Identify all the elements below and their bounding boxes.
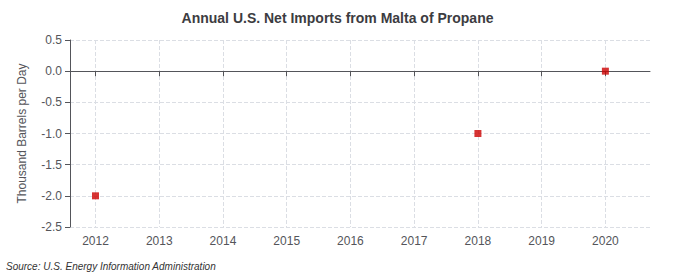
svg-text:-1.0: -1.0 — [41, 127, 62, 141]
svg-text:2012: 2012 — [82, 234, 109, 248]
svg-text:-1.5: -1.5 — [41, 158, 62, 172]
svg-text:2020: 2020 — [592, 234, 619, 248]
svg-text:2013: 2013 — [146, 234, 173, 248]
svg-text:2018: 2018 — [465, 234, 492, 248]
svg-text:2014: 2014 — [210, 234, 237, 248]
svg-text:2019: 2019 — [528, 234, 555, 248]
svg-text:-0.5: -0.5 — [41, 95, 62, 109]
svg-text:2015: 2015 — [273, 234, 300, 248]
svg-text:Thousand Barrels per Day: Thousand Barrels per Day — [15, 63, 29, 203]
svg-text:0.5: 0.5 — [45, 33, 62, 47]
svg-text:-2.5: -2.5 — [41, 220, 62, 234]
svg-text:Source: U.S. Energy Informatio: Source: U.S. Energy Information Administ… — [6, 261, 216, 272]
svg-text:-2.0: -2.0 — [41, 189, 62, 203]
svg-text:0.0: 0.0 — [45, 64, 62, 78]
svg-text:2017: 2017 — [401, 234, 428, 248]
svg-text:Annual U.S. Net Imports from M: Annual U.S. Net Imports from Malta of Pr… — [182, 10, 494, 26]
svg-text:2016: 2016 — [337, 234, 364, 248]
